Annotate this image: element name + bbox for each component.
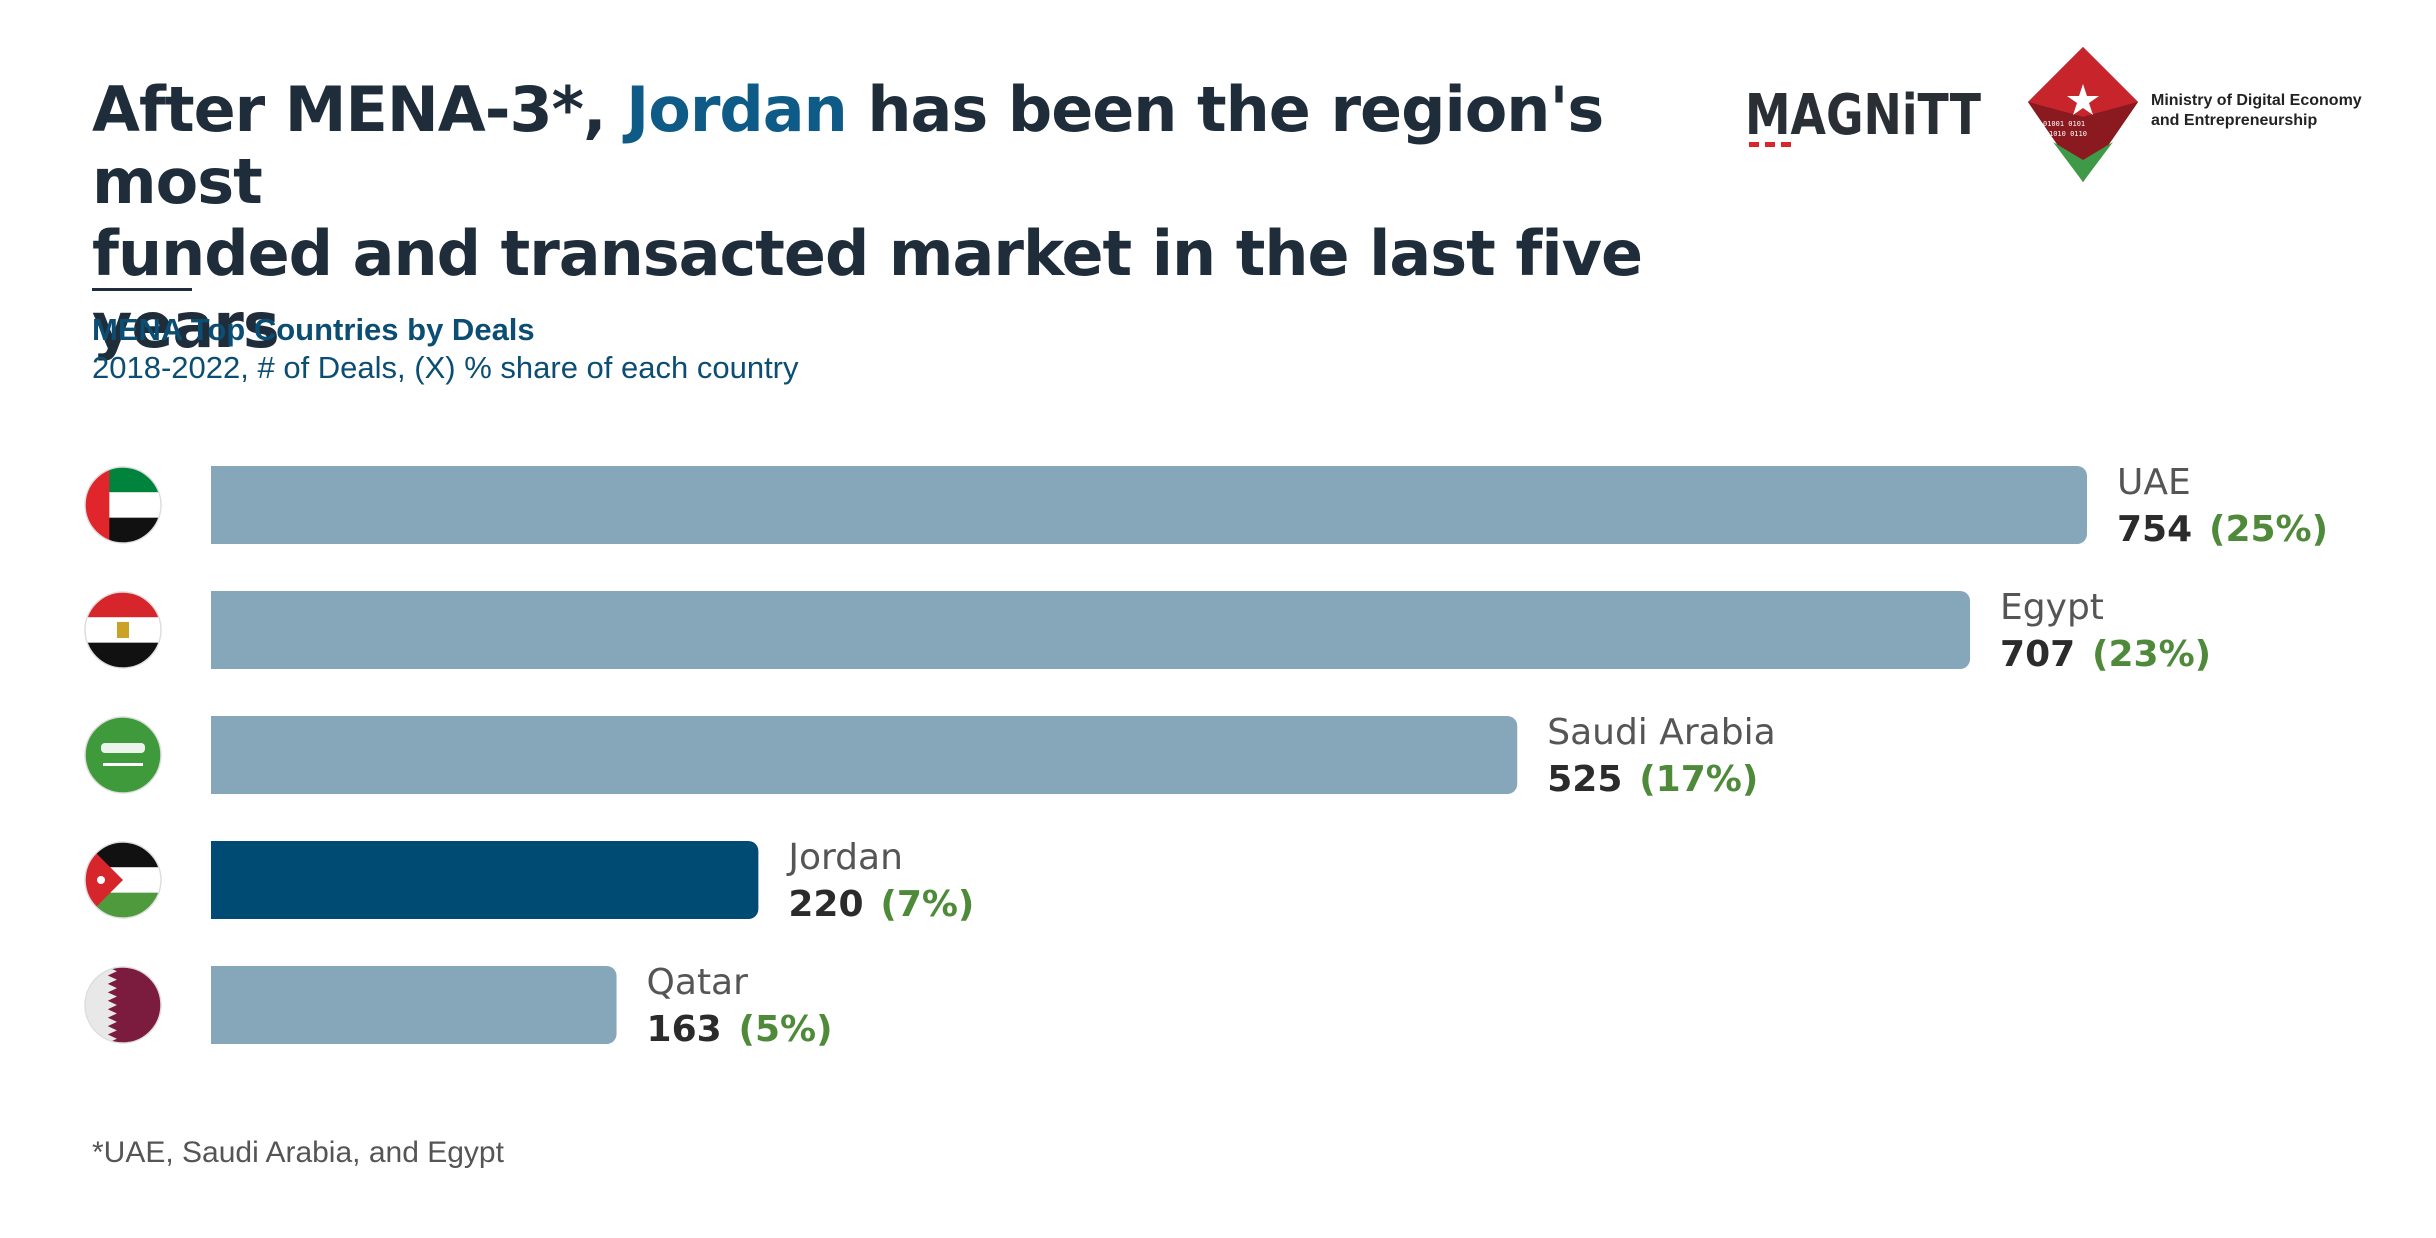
bar-value-egypt: 707 (2000, 634, 2075, 675)
bar-jordan (211, 841, 759, 919)
bar-label-qatar: Qatar (647, 962, 749, 1003)
svg-text:1010 0110: 1010 0110 (2049, 130, 2087, 138)
footnote: *UAE, Saudi Arabia, and Egypt (92, 1136, 504, 1169)
bar-value-saudi-arabia: 525 (1547, 759, 1622, 800)
ministry-logo: 01001 0101 1010 0110 Ministry of Digital… (2028, 47, 2362, 182)
bar-share-uae: (25%) (2209, 509, 2328, 550)
magnitt-logo: MAGNiTT (1745, 83, 1981, 148)
bar-share-jordan: (7%) (880, 884, 974, 925)
page-title: After MENA-3*, Jordan has been the regio… (92, 74, 1692, 362)
chart-subtitle: 2018-2022, # of Deals, (X) % share of ea… (92, 350, 799, 385)
bar-value-qatar: 163 (647, 1009, 722, 1050)
title-highlight: Jordan (626, 73, 848, 146)
bar-value-jordan: 220 (788, 884, 863, 925)
bar-share-egypt: (23%) (2092, 634, 2211, 675)
bar-egypt (211, 591, 1971, 669)
title-part2: has been the region's most (92, 73, 1604, 218)
title-line2: funded and transacted market in the last… (92, 217, 1643, 362)
chart-title: MENA Top Countries by Deals (92, 312, 535, 347)
magnitt-logo-text: MAGNiTT (1745, 83, 1981, 148)
bar-qatar (211, 966, 617, 1044)
ministry-name-line2: and Entrepreneurship (2151, 112, 2317, 129)
svg-text:01001 0101: 01001 0101 (2043, 120, 2085, 128)
bar-label-uae: UAE (2117, 462, 2191, 503)
bar-label-egypt: Egypt (2000, 587, 2104, 628)
title-part1: After MENA-3*, (92, 73, 627, 146)
saudi-arabia-flag-icon (85, 717, 161, 793)
bar-label-jordan: Jordan (786, 837, 903, 878)
bar-label-saudi-arabia: Saudi Arabia (1547, 712, 1775, 753)
ministry-name-line1: Ministry of Digital Economy (2151, 92, 2362, 109)
bar-value-uae: 754 (2117, 509, 2192, 550)
jordan-diamond-icon: 01001 0101 1010 0110 (2028, 47, 2138, 182)
bar-share-saudi-arabia: (17%) (1639, 759, 1758, 800)
bar-uae (211, 466, 2087, 544)
bar-share-qatar: (5%) (739, 1009, 833, 1050)
bar-saudi-arabia (211, 716, 1518, 794)
qatar-flag-icon (85, 967, 161, 1043)
section-divider (92, 288, 192, 291)
